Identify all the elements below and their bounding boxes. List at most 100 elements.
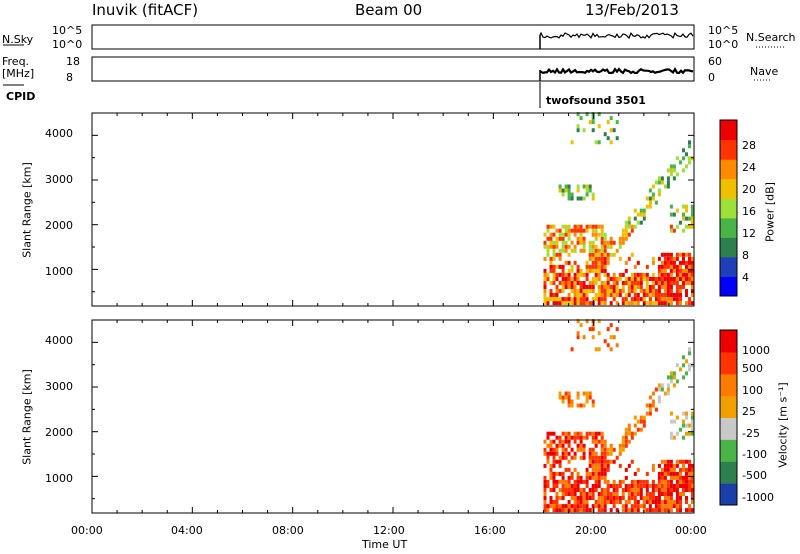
velocity-ytick-4000: 4000 bbox=[45, 334, 73, 347]
velocity-cell bbox=[624, 431, 628, 436]
power-cell bbox=[633, 281, 637, 285]
power-cell bbox=[543, 289, 547, 293]
velocity-cell bbox=[669, 435, 673, 440]
velocity-cell bbox=[555, 484, 559, 488]
power-cell bbox=[679, 301, 682, 306]
velocity-cell bbox=[570, 488, 574, 492]
velocity-cell bbox=[654, 484, 658, 488]
velocity-cell bbox=[663, 484, 667, 488]
velocity-cell bbox=[663, 391, 667, 396]
velocity-cell bbox=[600, 500, 604, 504]
power-cell bbox=[558, 297, 562, 302]
velocity-cell bbox=[588, 488, 592, 492]
velocity-cell bbox=[636, 427, 640, 432]
velocity-cell bbox=[630, 504, 634, 509]
power-cell bbox=[675, 156, 679, 161]
power-cell bbox=[666, 184, 670, 189]
velocity-cell bbox=[558, 443, 562, 448]
power-cell bbox=[606, 240, 610, 245]
velocity-cell bbox=[564, 455, 568, 460]
velocity-cell bbox=[591, 467, 595, 472]
power-cell bbox=[648, 293, 652, 297]
velocity-cell bbox=[612, 484, 616, 488]
velocity-cell bbox=[570, 399, 574, 404]
velocity-cell bbox=[561, 508, 565, 513]
velocity-cell bbox=[567, 492, 571, 496]
power-cell bbox=[663, 277, 667, 281]
velocity-cell bbox=[600, 467, 604, 472]
power-cell bbox=[585, 293, 589, 297]
power-cell bbox=[603, 236, 607, 241]
velocity-cell bbox=[561, 492, 565, 496]
velocity-cell bbox=[691, 431, 694, 436]
velocity-cell bbox=[627, 492, 631, 496]
power-cell bbox=[663, 272, 667, 277]
velocity-cell bbox=[654, 496, 658, 500]
power-cell bbox=[675, 224, 679, 229]
power-cell bbox=[555, 264, 559, 269]
power-cell bbox=[669, 172, 673, 177]
velocity-cell bbox=[666, 375, 670, 380]
vel-cbar-tick-500: 500 bbox=[742, 362, 763, 375]
velocity-cell bbox=[639, 492, 643, 496]
power-cell bbox=[555, 293, 559, 297]
velocity-cell bbox=[621, 488, 625, 492]
power-cell bbox=[688, 281, 691, 285]
velocity-cell bbox=[685, 496, 688, 500]
velocity-cell bbox=[597, 471, 601, 476]
power-cell bbox=[591, 240, 595, 245]
velocity-cell bbox=[600, 488, 604, 492]
velocity-cell bbox=[648, 484, 652, 488]
power-cell bbox=[657, 268, 661, 273]
power-cell bbox=[669, 268, 673, 273]
power-cell bbox=[657, 289, 661, 293]
velocity-cell bbox=[549, 467, 553, 472]
velocity-cell bbox=[579, 435, 583, 440]
power-cell bbox=[639, 272, 643, 277]
velocity-cell bbox=[675, 479, 679, 484]
velocity-cell bbox=[679, 484, 682, 488]
power-cell bbox=[552, 301, 556, 306]
velocity-cell bbox=[648, 411, 652, 416]
velocity-cell bbox=[624, 504, 628, 509]
power-cell bbox=[549, 236, 553, 241]
power-cell bbox=[630, 297, 634, 302]
velocity-cell bbox=[564, 451, 568, 456]
power-cell bbox=[591, 196, 595, 201]
power-cell bbox=[685, 301, 688, 306]
power-cell bbox=[630, 289, 634, 293]
power-cell bbox=[663, 264, 667, 269]
velocity-cell bbox=[657, 395, 661, 400]
power-cell bbox=[633, 301, 637, 306]
velocity-cell bbox=[597, 496, 601, 500]
velocity-cell bbox=[615, 496, 619, 500]
power-cell bbox=[663, 285, 667, 289]
power-cell bbox=[688, 252, 691, 257]
power-cell bbox=[600, 252, 604, 257]
velocity-cell bbox=[633, 492, 637, 496]
xtick-0400: 04:00 bbox=[171, 524, 203, 537]
power-cell bbox=[576, 124, 580, 129]
power-cell bbox=[666, 252, 670, 257]
velocity-cell bbox=[561, 496, 565, 500]
velocity-cell bbox=[682, 459, 685, 464]
power-cell bbox=[618, 293, 622, 297]
power-cell bbox=[600, 297, 604, 302]
nsky-tick-low: 10^0 bbox=[52, 38, 83, 51]
velocity-cell bbox=[609, 451, 613, 456]
power-cell bbox=[636, 260, 640, 265]
power-cell bbox=[576, 240, 580, 245]
colorbar-segment bbox=[720, 139, 737, 160]
power-cell bbox=[582, 248, 586, 253]
velocity-ytick-1000: 1000 bbox=[45, 472, 73, 485]
velocity-cell bbox=[675, 484, 679, 488]
velocity-cell bbox=[588, 508, 592, 513]
velocity-colorbar bbox=[719, 329, 738, 506]
power-cell bbox=[564, 260, 568, 265]
velocity-cell bbox=[570, 492, 574, 496]
power-cell bbox=[636, 285, 640, 289]
freq-trace bbox=[539, 67, 694, 75]
velocity-cell bbox=[543, 479, 547, 484]
power-cell bbox=[588, 268, 592, 273]
velocity-cell bbox=[588, 471, 592, 476]
